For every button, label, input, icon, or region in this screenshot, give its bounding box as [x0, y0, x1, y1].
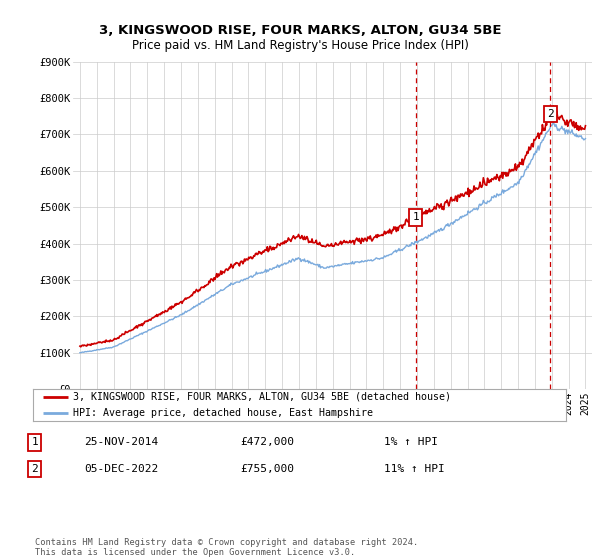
Text: 11% ↑ HPI: 11% ↑ HPI	[384, 464, 445, 474]
Text: 3, KINGSWOOD RISE, FOUR MARKS, ALTON, GU34 5BE: 3, KINGSWOOD RISE, FOUR MARKS, ALTON, GU…	[99, 24, 501, 36]
Text: 3, KINGSWOOD RISE, FOUR MARKS, ALTON, GU34 5BE (detached house): 3, KINGSWOOD RISE, FOUR MARKS, ALTON, GU…	[73, 392, 451, 402]
Text: 05-DEC-2022: 05-DEC-2022	[84, 464, 158, 474]
Text: 1: 1	[412, 212, 419, 222]
Text: £755,000: £755,000	[240, 464, 294, 474]
Text: 1% ↑ HPI: 1% ↑ HPI	[384, 437, 438, 447]
Text: Price paid vs. HM Land Registry's House Price Index (HPI): Price paid vs. HM Land Registry's House …	[131, 39, 469, 52]
Text: Contains HM Land Registry data © Crown copyright and database right 2024.
This d: Contains HM Land Registry data © Crown c…	[35, 538, 418, 557]
Text: 25-NOV-2014: 25-NOV-2014	[84, 437, 158, 447]
Text: £472,000: £472,000	[240, 437, 294, 447]
Text: 2: 2	[31, 464, 38, 474]
Text: 2: 2	[547, 109, 554, 119]
Text: HPI: Average price, detached house, East Hampshire: HPI: Average price, detached house, East…	[73, 408, 373, 418]
Text: 1: 1	[31, 437, 38, 447]
